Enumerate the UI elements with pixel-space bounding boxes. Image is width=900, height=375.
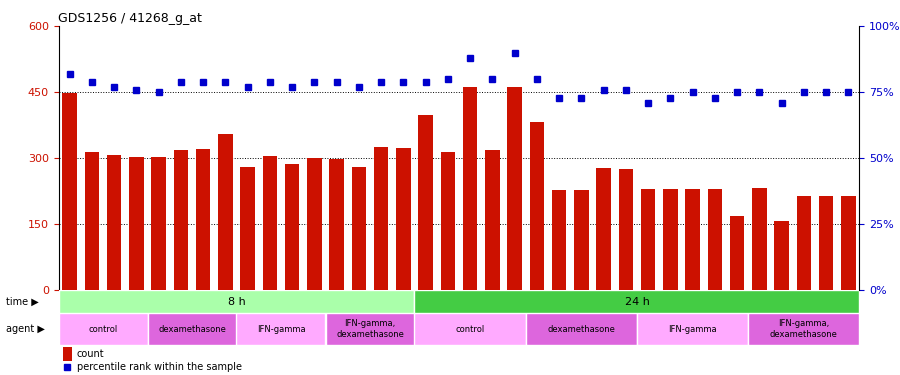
Bar (415, 290, 860, 314)
Bar (151, 157, 166, 290)
Bar (329, 159, 344, 290)
Bar (58, 290, 415, 314)
Bar (62, 93, 77, 290)
Bar (752, 188, 767, 290)
Text: control: control (88, 325, 118, 334)
Bar (508, 87, 522, 290)
Bar (263, 156, 277, 290)
Bar (415, 314, 526, 345)
Bar (441, 152, 455, 290)
Text: 24 h: 24 h (625, 297, 650, 307)
Bar (641, 189, 655, 290)
Bar (730, 216, 744, 290)
Bar (218, 134, 232, 290)
Bar (85, 152, 99, 290)
Text: dexamethasone: dexamethasone (158, 325, 226, 334)
Bar (663, 189, 678, 290)
Bar (485, 150, 500, 290)
Bar (148, 314, 237, 345)
Text: count: count (76, 349, 104, 359)
Bar (326, 314, 415, 345)
Text: agent ▶: agent ▶ (6, 324, 45, 334)
Text: IFN-gamma: IFN-gamma (669, 325, 717, 334)
Bar (842, 196, 856, 290)
Bar (526, 314, 637, 345)
Bar (396, 148, 410, 290)
Bar (174, 150, 188, 290)
Text: percentile rank within the sample: percentile rank within the sample (76, 362, 242, 372)
Bar (529, 122, 544, 290)
Bar (240, 167, 255, 290)
Bar (285, 164, 300, 290)
Bar (196, 148, 211, 290)
Bar (58, 314, 148, 345)
Bar (774, 221, 789, 290)
Text: time ▶: time ▶ (6, 297, 39, 307)
Bar (62, 348, 72, 361)
Bar (819, 196, 833, 290)
Bar (352, 167, 366, 290)
Bar (463, 87, 477, 290)
Bar (107, 155, 122, 290)
Bar (597, 168, 611, 290)
Bar (374, 147, 389, 290)
Text: IFN-gamma,
dexamethasone: IFN-gamma, dexamethasone (770, 320, 838, 339)
Text: control: control (455, 325, 485, 334)
Text: GDS1256 / 41268_g_at: GDS1256 / 41268_g_at (58, 12, 202, 25)
Text: IFN-gamma: IFN-gamma (256, 325, 305, 334)
Bar (686, 189, 700, 290)
Bar (552, 190, 566, 290)
Bar (748, 314, 860, 345)
Bar (307, 158, 321, 290)
Text: IFN-gamma,
dexamethasone: IFN-gamma, dexamethasone (336, 320, 404, 339)
Bar (796, 196, 811, 290)
Text: dexamethasone: dexamethasone (547, 325, 616, 334)
Bar (637, 314, 748, 345)
Bar (129, 157, 144, 290)
Bar (574, 190, 589, 290)
Bar (418, 115, 433, 290)
Bar (707, 189, 722, 290)
Text: 8 h: 8 h (228, 297, 246, 307)
Bar (618, 169, 633, 290)
Bar (237, 314, 326, 345)
